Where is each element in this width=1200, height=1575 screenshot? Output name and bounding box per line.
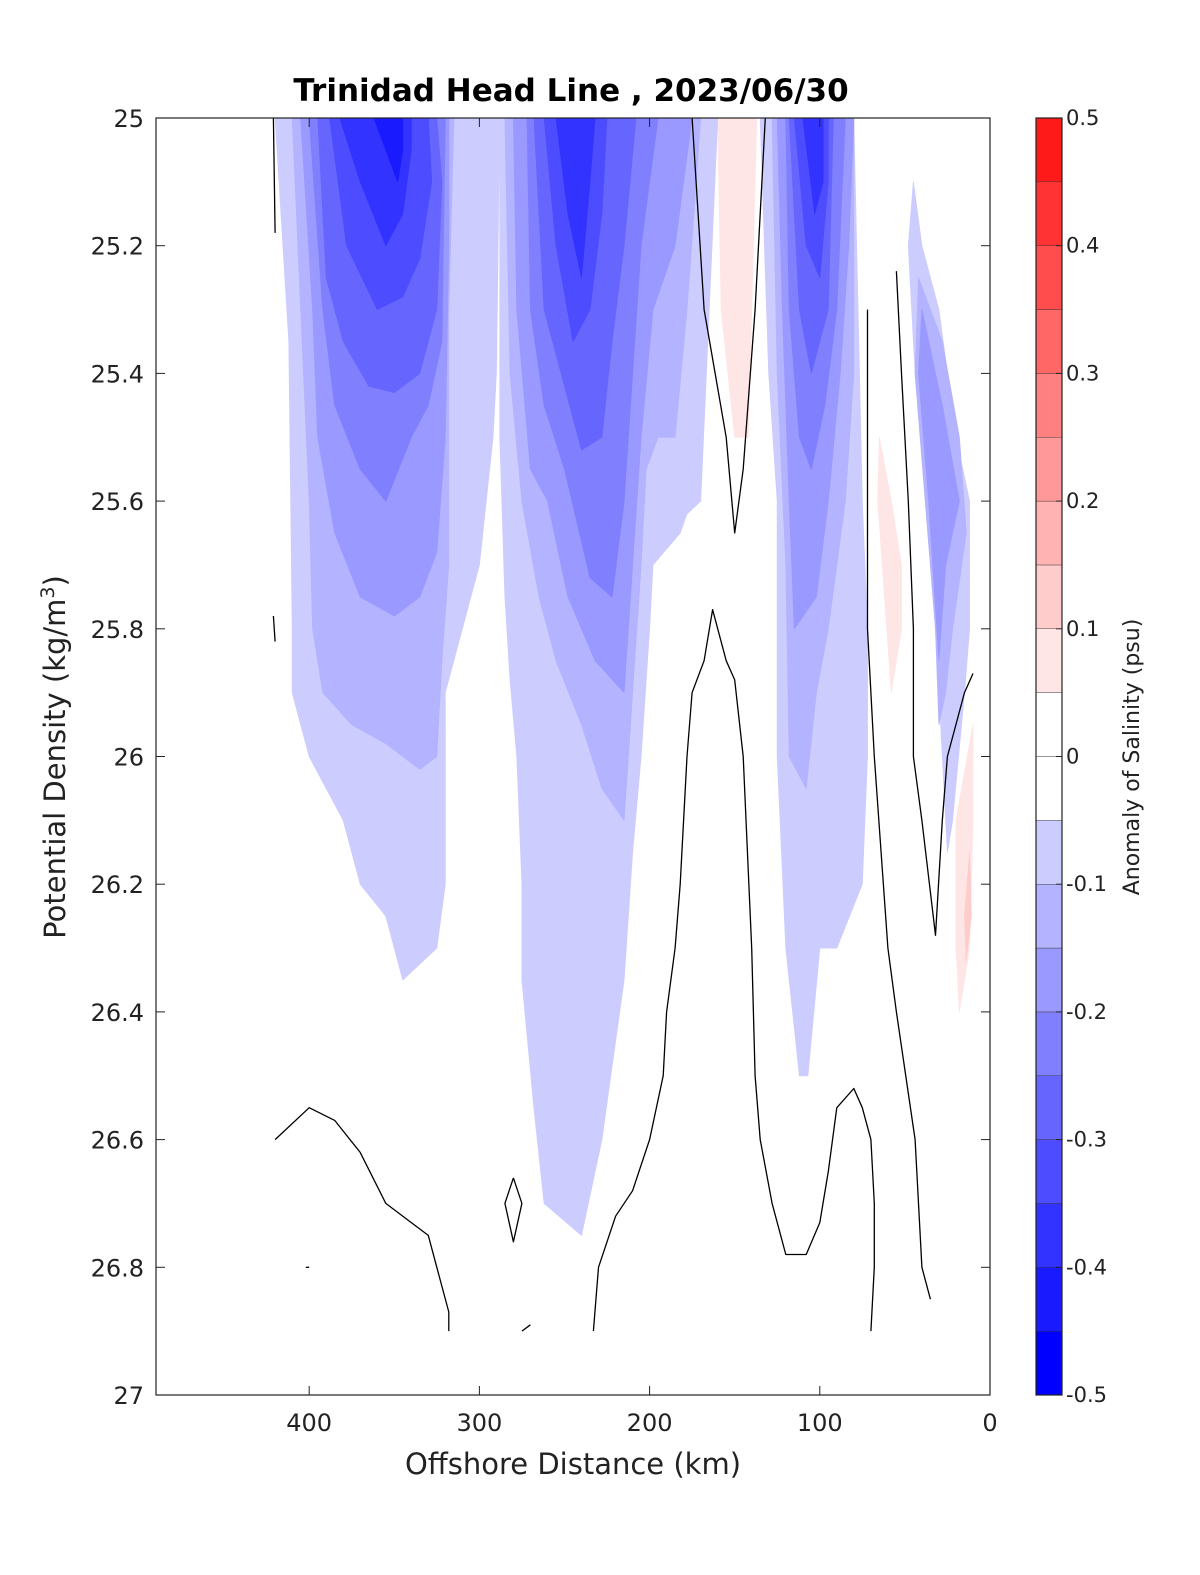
y-tick-label: 25.2: [91, 233, 144, 261]
y-tick-label: 25: [113, 105, 144, 133]
contour-fill-region: [877, 436, 902, 693]
contour-fill-region: [373, 118, 404, 183]
y-tick-label: 26.4: [91, 999, 144, 1027]
contour-fill-region: [555, 118, 596, 279]
colorbar-tick-label: -0.1: [1066, 872, 1107, 896]
colorbar-band: [1035, 692, 1063, 757]
contour-fill-region: [918, 309, 960, 662]
colorbar-band: [1035, 309, 1063, 374]
zero-contour-line: [866, 309, 932, 1300]
colorbar-band: [1035, 820, 1063, 885]
colorbar-tick-label: 0.1: [1066, 617, 1099, 641]
y-axis-label-superscript: 3: [37, 586, 59, 598]
y-axis-label-main: Potential Density (kg/m: [38, 599, 72, 939]
contour-fill-region: [802, 118, 824, 215]
colorbar-band: [1035, 117, 1063, 183]
y-tick-label: 25.6: [91, 488, 144, 516]
colorbar-band: [1035, 884, 1063, 949]
y-tick-label: 26.8: [91, 1254, 144, 1282]
colorbar-band: [1035, 1330, 1063, 1396]
colorbar-band: [1035, 564, 1063, 630]
zero-contour-line: [274, 1107, 450, 1332]
zero-contour-line: [691, 118, 766, 534]
zero-contour-line: [895, 271, 974, 936]
colorbar-tick-label: 0: [1066, 745, 1079, 769]
x-tick-label: 400: [286, 1409, 332, 1437]
chart-title: Trinidad Head Line , 2023/06/30: [293, 73, 848, 109]
zero-contour-line: [521, 1324, 531, 1332]
x-tick-label: 200: [627, 1409, 673, 1437]
colorbar-band: [1035, 1075, 1063, 1140]
x-axis-label: Offshore Distance (km): [405, 1447, 741, 1481]
y-tick-label: 27: [113, 1382, 144, 1410]
colorbar-tick-label: 0.5: [1066, 106, 1099, 130]
colorbar-tick-label: 0.2: [1066, 489, 1099, 513]
colorbar-tick-label: -0.3: [1066, 1128, 1107, 1152]
y-tick-label: 26: [113, 744, 144, 772]
y-tick-label: 26.6: [91, 1127, 144, 1155]
colorbar-band: [1035, 756, 1063, 821]
colorbar-band: [1035, 1267, 1063, 1332]
y-axis-label: Potential Density (kg/m3): [37, 575, 72, 939]
y-axis-label-close: ): [38, 575, 72, 586]
colorbar-band: [1035, 628, 1063, 693]
colorbar-band: [1035, 500, 1063, 566]
colorbar-band: [1035, 245, 1063, 310]
zero-contour-line: [272, 615, 276, 642]
colorbar-tick-label: -0.2: [1066, 1000, 1107, 1024]
x-tick-label: 300: [456, 1409, 502, 1437]
colorbar-band: [1035, 181, 1063, 246]
zero-contour-lines: [272, 118, 974, 1332]
contour-fill-region: [964, 851, 972, 962]
colorbar-band: [1035, 373, 1063, 438]
x-axis-ticks: 400 300 200 100 0: [286, 118, 998, 1437]
y-tick-label: 26.2: [91, 871, 144, 899]
colorbar-band: [1035, 1203, 1063, 1268]
colorbar-label: Anomaly of Salinity (psu): [1120, 619, 1145, 896]
y-axis-ticks: 25 25.2 25.4 25.6 25.8 26 26.2 26.4 26.6 26.8 27: [91, 105, 990, 1410]
colorbar-tick-label: -0.4: [1066, 1255, 1107, 1279]
colorbar-band: [1035, 1011, 1063, 1076]
zero-contour-line: [504, 1177, 523, 1243]
contour-fill-region: [717, 118, 758, 438]
colorbar-band: [1035, 437, 1063, 502]
zero-contour-line: [592, 608, 875, 1332]
colorbar-band: [1035, 947, 1063, 1013]
colorbar-tick-label: 0.3: [1066, 361, 1099, 385]
x-tick-label: 100: [797, 1409, 843, 1437]
zero-contour-line: [272, 118, 276, 233]
x-tick-label: 0: [982, 1409, 997, 1437]
colorbar: 0.5 0.4 0.3 0.2 0.1 0 -0.1 -0.2 -0.3 -0.4 -0.5 Ano…: [1035, 106, 1145, 1407]
y-tick-label: 25.4: [91, 360, 144, 388]
plot-area: 400 300 200 100 0 25 25.2 25.4 25.6 25.8 26 26.2 26…: [91, 105, 998, 1437]
colorbar-band: [1035, 1139, 1063, 1204]
contour-fills: [274, 118, 974, 1236]
colorbar-ticks: 0.5 0.4 0.3 0.2 0.1 0 -0.1 -0.2 -0.3 -0.4 -0.5: [1056, 106, 1107, 1407]
colorbar-tick-label: 0.4: [1066, 234, 1099, 258]
colorbar-tick-label: -0.5: [1066, 1383, 1107, 1407]
y-tick-label: 25.8: [91, 616, 144, 644]
